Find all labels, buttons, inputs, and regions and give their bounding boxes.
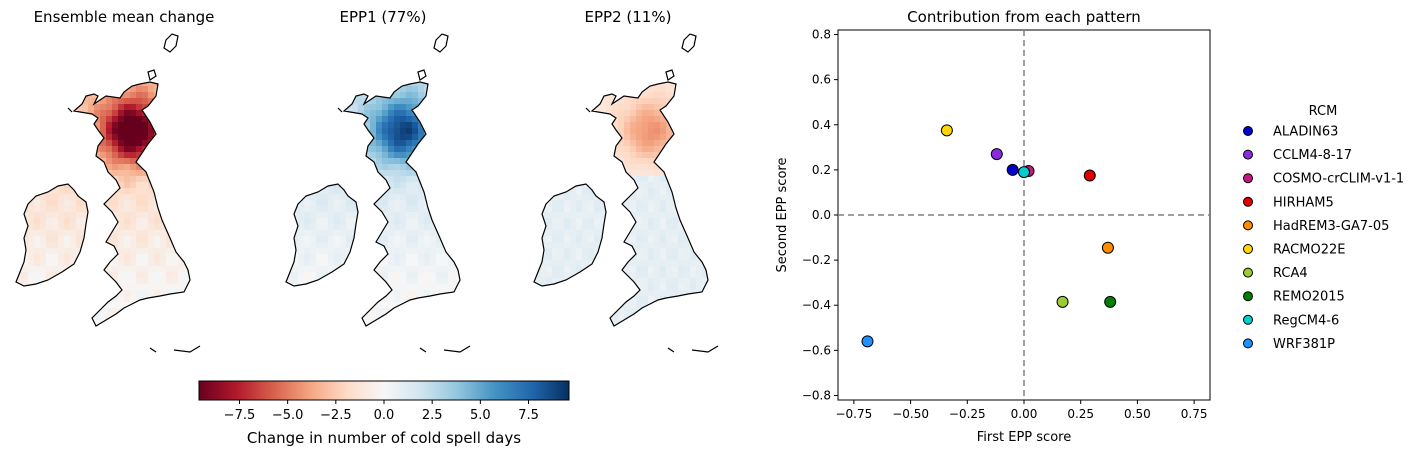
- colorbar-tick-label: −7.5: [224, 408, 256, 423]
- legend-item: REMO2015: [1243, 290, 1345, 305]
- point-hirham5: [1083, 169, 1096, 182]
- scatter-reference-lines: [838, 30, 1210, 400]
- scatter-x-label: First EPP score: [977, 430, 1071, 445]
- legend-marker: [1243, 220, 1253, 231]
- y-tick-label: −0.6: [802, 343, 831, 357]
- point-racmo22e: [940, 124, 953, 137]
- x-tick-label: −0.75: [835, 407, 872, 421]
- map-panels: Ensemble mean change EPP1 (77%) EPP2 (11%): [15, 8, 719, 353]
- legend-marker: [1243, 126, 1253, 136]
- map-panel-3: [533, 33, 719, 353]
- legend-label: REMO2015: [1273, 290, 1345, 305]
- legend-marker: [1243, 149, 1253, 160]
- x-tick-label: 0.75: [1181, 407, 1208, 421]
- legend-marker: [1243, 267, 1253, 278]
- y-tick-label: 0.4: [812, 118, 831, 132]
- y-tick-label: −0.4: [802, 298, 831, 312]
- legend-label: RegCM4-6: [1273, 313, 1339, 328]
- ireland-outline: [285, 183, 359, 287]
- colorbar-tick-label: −2.5: [320, 408, 352, 423]
- legend-item: RCA4: [1243, 266, 1308, 281]
- legend-label: ALADIN63: [1273, 125, 1338, 140]
- map-title-2: EPP1 (77%): [340, 8, 427, 26]
- map-title-1: Ensemble mean change: [34, 8, 215, 26]
- point-regcm4-6: [1018, 166, 1030, 179]
- colorbar-tick-label: 2.5: [422, 408, 443, 423]
- scatter-y-label: Second EPP score: [775, 158, 790, 273]
- colorbar-tick-label: 5.0: [470, 408, 491, 423]
- colorbar-tick-label: 7.5: [518, 408, 539, 423]
- legend-item: HIRHAM5: [1243, 195, 1334, 210]
- y-tick-label: −0.2: [802, 253, 831, 267]
- legend-item: ALADIN63: [1243, 125, 1338, 140]
- y-tick-label: −0.8: [802, 388, 831, 402]
- y-tick-label: 0.6: [812, 73, 831, 87]
- map-panel-2: [285, 33, 471, 353]
- colorbar-bar: [198, 380, 570, 401]
- legend-marker: [1243, 314, 1253, 325]
- legend-marker: [1243, 338, 1253, 349]
- legend-item: RACMO22E: [1243, 243, 1345, 258]
- legend-item: CCLM4-8-17: [1243, 148, 1352, 163]
- legend-item: RegCM4-6: [1243, 313, 1339, 328]
- legend-item: COSMO-crCLIM-v1-1: [1243, 172, 1404, 187]
- colorbar-tick-label: 0.0: [374, 408, 395, 423]
- x-tick-label: 0.00: [1011, 407, 1038, 421]
- x-tick-label: −0.25: [949, 407, 986, 421]
- point-remo2015: [1104, 295, 1117, 308]
- scatter-panel: Contribution from each pattern −0.75 −0.5…: [775, 8, 1211, 445]
- legend-label: COSMO-crCLIM-v1-1: [1273, 172, 1404, 187]
- colorbar-label: Change in number of cold spell days: [247, 429, 521, 447]
- legend-marker: [1243, 244, 1253, 254]
- legend-item: HadREM3-GA7-05: [1243, 219, 1389, 234]
- ireland-outline: [15, 183, 89, 287]
- map-title-3: EPP2 (11%): [585, 8, 672, 26]
- y-tick-label: 0.2: [812, 163, 831, 177]
- great-britain-outline: [590, 81, 709, 327]
- colorbar-ticks: −7.5 −5.0 −2.5 0.0 2.5 5.0 7.5: [224, 400, 539, 423]
- legend-label: WRF381P: [1273, 337, 1335, 352]
- legend-title: RCM: [1309, 104, 1338, 119]
- legend-item: WRF381P: [1243, 337, 1335, 352]
- x-tick-label: 0.50: [1124, 407, 1151, 421]
- scatter-title: Contribution from each pattern: [907, 8, 1141, 26]
- legend-label: HadREM3-GA7-05: [1273, 219, 1389, 234]
- point-hadrem3-ga7-05: [1101, 241, 1114, 254]
- legend: RCM ALADIN63 CCLM4-8-17 COSMO-crCLIM-v1-1 H…: [1243, 104, 1404, 352]
- x-tick-label: −0.50: [892, 407, 929, 421]
- scatter-x-ticks: −0.75 −0.50 −0.25 0.00 0.25 0.50 0.75: [835, 400, 1207, 421]
- y-tick-label: 0.8: [812, 28, 831, 42]
- legend-label: CCLM4-8-17: [1273, 148, 1352, 163]
- scatter-y-ticks: −0.8 −0.6 −0.4 −0.2 0.0 0.2 0.4 0.6 0.8: [802, 28, 838, 402]
- legend-label: HIRHAM5: [1273, 195, 1334, 210]
- point-aladin63: [1006, 163, 1019, 176]
- legend-label: RCA4: [1273, 266, 1308, 281]
- scatter-points: [861, 124, 1117, 348]
- point-wrf381p: [861, 335, 874, 348]
- legend-marker: [1243, 173, 1253, 184]
- great-britain-outline: [342, 81, 461, 327]
- legend-marker: [1243, 291, 1253, 302]
- point-rca4: [1056, 295, 1069, 308]
- colorbar-tick-label: −5.0: [272, 408, 304, 423]
- ireland-outline: [533, 183, 607, 287]
- colorbar: −7.5 −5.0 −2.5 0.0 2.5 5.0 7.5 Change in numbe…: [198, 380, 570, 447]
- x-tick-label: 0.25: [1067, 407, 1094, 421]
- map-panel-1: [15, 33, 201, 353]
- great-britain-outline: [72, 81, 191, 327]
- point-cclm4-8-17: [990, 148, 1003, 161]
- legend-label: RACMO22E: [1273, 243, 1345, 258]
- legend-marker: [1243, 196, 1253, 207]
- y-tick-label: 0.0: [812, 208, 831, 222]
